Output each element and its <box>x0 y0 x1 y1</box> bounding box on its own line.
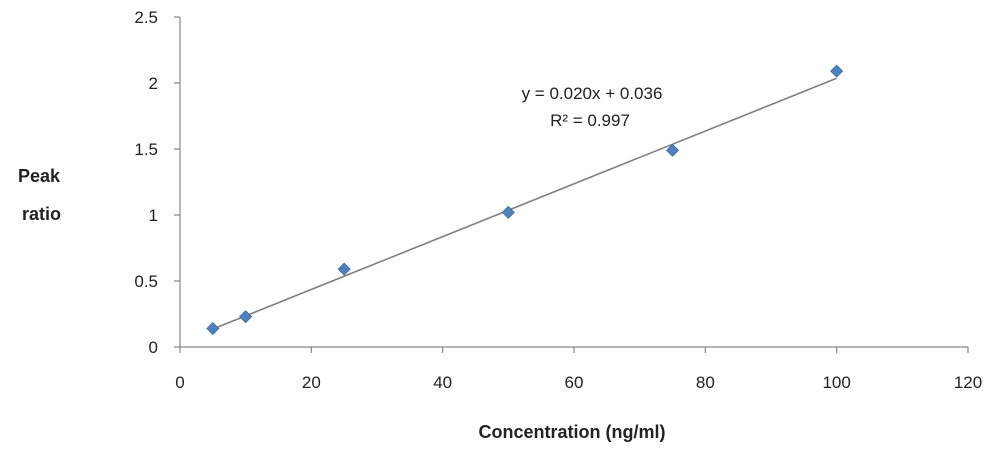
data-point <box>206 321 220 336</box>
x-tick-label: 120 <box>954 373 982 392</box>
data-points <box>206 64 844 336</box>
data-point <box>830 64 844 78</box>
axes: 0 0.5 1 1.5 2 2.5 0 20 40 60 80 100 120 <box>134 8 982 392</box>
y-tick-label: 2.5 <box>134 8 158 27</box>
x-tick-label: 100 <box>822 373 850 392</box>
r-squared-label: R² = 0.997 <box>550 111 630 130</box>
y-tick-label: 0 <box>149 338 158 357</box>
trendline-layer <box>212 77 837 330</box>
x-tick-label: 80 <box>696 373 715 392</box>
y-tick-label: 1.5 <box>134 140 158 159</box>
x-tick-label: 40 <box>433 373 452 392</box>
y-tick-label: 2 <box>149 74 158 93</box>
data-point <box>501 205 515 219</box>
x-tick-label: 0 <box>175 373 184 392</box>
x-axis-title: Concentration (ng/ml) <box>479 422 666 442</box>
trendline <box>212 77 837 330</box>
y-tick-label: 0.5 <box>134 272 158 291</box>
x-tick-label: 60 <box>565 373 584 392</box>
data-point <box>665 143 680 157</box>
data-point <box>337 262 351 276</box>
x-tick-label: 20 <box>302 373 321 392</box>
data-point <box>239 310 253 324</box>
y-axis-title-line-2: ratio <box>22 204 61 224</box>
y-axis-title-line-1: Peak <box>18 166 61 186</box>
y-tick-label: 1 <box>149 206 158 225</box>
trendline-equation: y = 0.020x + 0.036 <box>522 84 663 103</box>
